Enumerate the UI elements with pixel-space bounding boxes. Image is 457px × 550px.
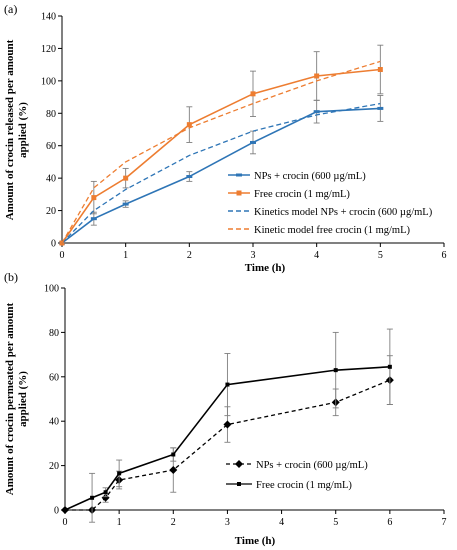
panel-a-legend: NPs + crocin (600 µg/mL) Free crocin (1 … [228,171,433,236]
data-point [171,452,176,457]
panel-a-label: (a) [4,2,17,16]
data-point [90,495,95,500]
legend-label: NPs + crocin (600 µg/mL) [256,460,368,471]
x-tick-label: 2 [171,517,176,528]
y-tick-label: 100 [44,284,59,295]
data-point [63,508,67,512]
series-line [65,379,391,511]
panel-b-y-axis-title-line1: Amount of crocin permeated per amount [4,302,16,495]
series-group [61,102,381,244]
data-point [225,382,230,387]
y-tick-label: 40 [46,174,56,185]
data-point [377,67,383,73]
x-tick-label: 2 [187,250,192,261]
x-tick-label: 6 [442,250,447,261]
x-tick-label: 3 [251,250,256,261]
series-group [59,44,384,246]
x-tick-label: 5 [333,517,338,528]
y-tick-label: 20 [46,206,56,217]
x-tick-label: 1 [117,517,122,528]
x-tick-label: 1 [123,250,128,261]
series-line [64,366,390,511]
data-point [333,368,338,373]
x-tick-label: 3 [225,517,230,528]
legend-label: Free crocin (1 mg/mL) [254,189,350,200]
x-tick-label: 5 [378,250,383,261]
y-tick-label: 140 [41,12,56,23]
legend-label: Kinetic model free crocin (1 mg/mL) [254,225,410,236]
data-point [186,122,192,128]
y-tick-label: 60 [49,372,59,383]
x-tick-label: 0 [63,517,68,528]
series-group [61,60,381,244]
series-line [61,102,381,244]
y-tick-label: 120 [41,44,56,55]
data-point [169,466,178,475]
data-point [314,73,320,79]
x-tick-label: 7 [442,517,447,528]
data-point [101,493,110,502]
legend-label: NPs + crocin (600 µg/mL) [254,171,366,182]
series-group [63,328,393,523]
y-tick-label: 80 [49,328,59,339]
panel-b-legend: NPs + crocin (600 µg/mL) Free crocin (1 … [226,460,368,491]
series-group [59,94,384,245]
panel-a-y-axis-title-line1: Amount of crocin released per amount [4,39,16,220]
panel-a-y-axis-title-line2: applied (%) [17,102,29,158]
x-tick-label: 0 [60,250,65,261]
data-point [103,490,108,495]
data-point [91,195,97,201]
panel-b-x-axis-title: Time (h) [235,535,276,547]
data-point [223,420,232,429]
panel-b-label: (b) [4,270,18,284]
legend-label: Free crocin (1 mg/mL) [256,480,352,491]
x-tick-label: 4 [279,517,284,528]
panel-b-y-axis-title-line2: applied (%) [17,371,29,427]
y-tick-label: 100 [41,76,56,87]
y-tick-label: 60 [46,141,56,152]
legend-marker [236,190,242,196]
data-point [117,471,122,476]
y-tick-label: 0 [54,506,59,517]
data-point [387,364,392,369]
data-point [123,175,129,181]
legend-marker [237,482,241,486]
y-tick-label: 20 [49,461,59,472]
data-point [250,91,256,97]
x-tick-label: 4 [314,250,319,261]
y-tick-label: 0 [51,239,56,250]
series-line [61,60,381,244]
legend-label: Kinetics model NPs + crocin (600 µg/mL) [254,207,433,218]
x-tick-label: 6 [387,517,392,528]
panel-b-chart: (b) 0 1 2 3 4 5 6 7 0 20 40 60 80 100 Time (h) Amoun… [4,270,447,547]
panel-a-x-axis-title: Time (h) [245,262,286,274]
legend-marker [235,460,243,468]
y-tick-label: 40 [49,417,59,428]
y-tick-label: 80 [46,109,56,120]
